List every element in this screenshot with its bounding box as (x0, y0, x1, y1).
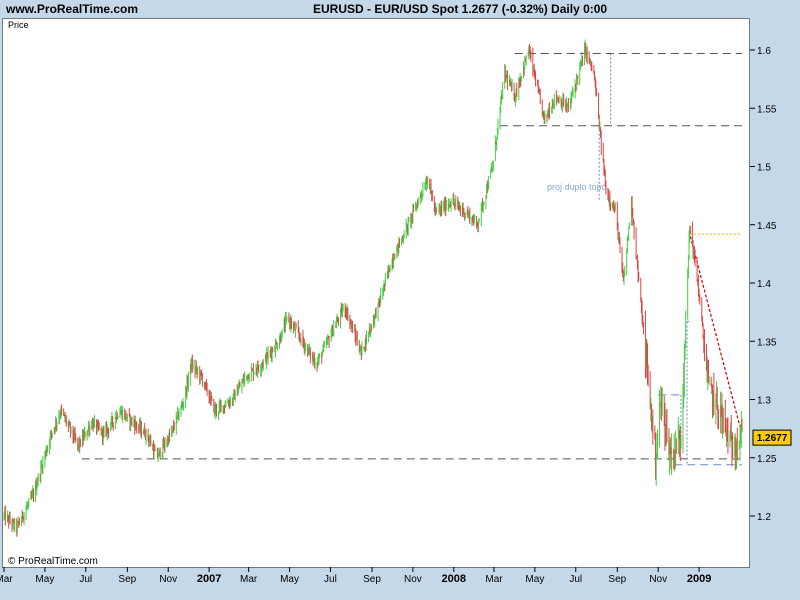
x-tick-label: May (35, 574, 54, 585)
x-tick-label: Jul (324, 574, 337, 585)
x-tick-label: Sep (363, 574, 381, 585)
projection-annotation: proj duplo topo (547, 182, 607, 192)
y-tick-label: 1.25 (757, 454, 777, 465)
x-tick-label: Jul (569, 574, 582, 585)
chart-title: EURUSD - EUR/USD Spot 1.2677 (-0.32%) Da… (313, 2, 608, 16)
x-tick-label: 2009 (687, 573, 711, 585)
y-tick-label: 1.35 (757, 337, 777, 348)
y-tick-label: 1.2 (757, 512, 771, 523)
last-price-label: 1.2677 (757, 433, 788, 444)
x-tick-label: Jul (79, 574, 92, 585)
x-tick-label: May (280, 574, 299, 585)
plot-area[interactable]: Price proj duplo topo © ProRealTime.com (2, 18, 750, 568)
x-tick-label: Mar (485, 574, 503, 585)
last-price-box (752, 429, 792, 446)
copyright-text: © ProRealTime.com (8, 556, 98, 567)
chart-header: www.ProRealTime.com EURUSD - EUR/USD Spo… (0, 0, 800, 18)
y-tick-label: 1.45 (757, 221, 777, 232)
x-tick-label: 2007 (197, 573, 221, 585)
trend-line (689, 236, 743, 435)
y-tick-label: 1.5 (757, 163, 771, 174)
y-tick-label: 1.3 (757, 396, 771, 407)
y-tick-label: 1.55 (757, 104, 777, 115)
x-tick-label: Nov (159, 574, 177, 585)
x-tick-label: Nov (404, 574, 422, 585)
x-tick-label: Mar (240, 574, 258, 585)
y-tick-label: 1.4 (757, 279, 771, 290)
y-tick-label: 1.6 (757, 46, 771, 57)
site-name[interactable]: www.ProRealTime.com (6, 2, 139, 16)
x-tick-label: Nov (649, 574, 667, 585)
x-tick-label: May (525, 574, 544, 585)
price-axis-label: Price (8, 20, 29, 30)
x-tick-label: Sep (608, 574, 626, 585)
x-tick-label: 2008 (442, 573, 466, 585)
x-tick-label: Mar (0, 574, 13, 585)
x-tick-label: Sep (118, 574, 136, 585)
